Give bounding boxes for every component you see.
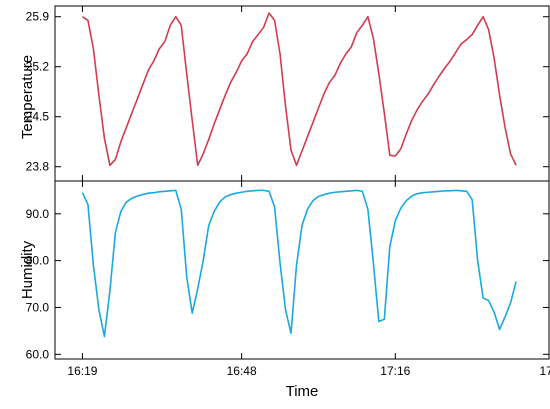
humidity-plot-frame bbox=[54, 180, 550, 360]
temperature-plot-frame bbox=[54, 5, 550, 182]
temperature-panel: 23.8 24.5 25.2 25.9 bbox=[26, 5, 550, 182]
temperature-y-tick-label: 25.2 bbox=[26, 60, 50, 74]
temperature-axis-title: Temperature bbox=[19, 55, 36, 139]
x-tick-label: 17:16 bbox=[380, 364, 410, 378]
humidity-y-tick-label: 80.0 bbox=[26, 254, 50, 268]
humidity-axis-title: Humidity bbox=[19, 240, 36, 299]
x-tick-label: 17:45 bbox=[539, 364, 550, 378]
humidity-y-tick-label: 70.0 bbox=[26, 300, 50, 314]
humidity-y-tick-label: 90.0 bbox=[26, 207, 50, 221]
x-tick-label: 16:48 bbox=[227, 364, 257, 378]
humidity-series-line bbox=[81, 189, 517, 338]
temperature-y-tick-label: 23.8 bbox=[26, 160, 50, 174]
temperature-y-tick-label: 25.9 bbox=[26, 10, 50, 24]
x-tick-label: 16:19 bbox=[67, 364, 97, 378]
humidity-panel: 60.0 70.0 80.0 90.0 16:19 16:48 17:16 17:45 bbox=[26, 180, 550, 378]
humidity-y-tick-label: 60.0 bbox=[26, 347, 50, 361]
temperature-y-tick-label: 24.5 bbox=[26, 110, 50, 124]
temperature-series-line bbox=[82, 12, 517, 167]
time-axis-title: Time bbox=[286, 383, 319, 400]
